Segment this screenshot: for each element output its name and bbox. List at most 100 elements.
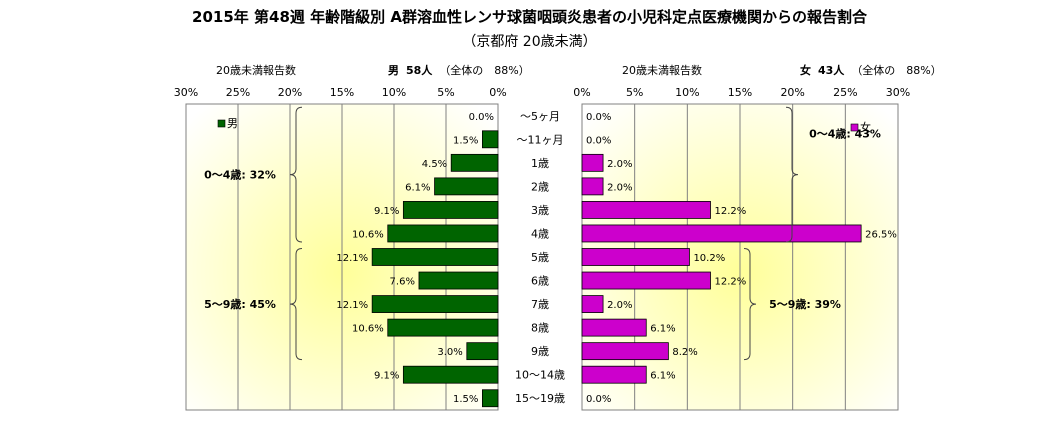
x-tick-label-left: 25% (226, 86, 250, 99)
x-tick-label-left: 20% (278, 86, 302, 99)
left-age-brace (289, 248, 303, 361)
category-label: 2歳 (531, 180, 549, 193)
right-age-brace (785, 106, 799, 243)
left-age-group-label: 5～9歳: 45% (204, 297, 276, 311)
left-header-share: （全体の 88%） (439, 64, 530, 77)
male-bar (418, 271, 499, 290)
legend-swatch-male (217, 119, 226, 128)
right-header-group: 女 (800, 64, 811, 77)
female-value-label: 6.1% (650, 324, 675, 335)
female-bar (581, 295, 604, 313)
x-tick-label-right: 10% (675, 86, 699, 99)
category-label: 6歳 (531, 275, 549, 288)
male-value-label: 6.1% (405, 182, 430, 193)
female-bar (581, 342, 669, 361)
female-bar (581, 224, 862, 243)
male-value-label: 4.5% (422, 159, 447, 170)
male-bar (402, 365, 499, 384)
male-value-label: 1.5% (453, 394, 478, 405)
x-tick-label-left: 30% (174, 86, 198, 99)
female-bar (581, 177, 604, 196)
female-value-label: 12.2% (715, 277, 747, 288)
female-value-label: 12.2% (715, 206, 747, 217)
left-age-group-label: 0～4歳: 32% (204, 168, 276, 182)
female-bar (581, 365, 647, 384)
right-header-caption: 20歳未満報告数 (622, 64, 702, 77)
female-value-label: 26.5% (865, 229, 897, 240)
male-bar (466, 342, 499, 361)
category-label: ～11ヶ月 (517, 133, 564, 146)
male-value-label: 0.0% (469, 112, 494, 123)
male-value-label: 10.6% (352, 229, 384, 240)
male-bar (450, 153, 499, 172)
male-bar (371, 248, 499, 266)
male-value-label: 12.1% (336, 300, 368, 311)
male-bar (434, 177, 499, 196)
male-bar (402, 201, 499, 219)
female-value-label: 0.0% (586, 135, 611, 146)
x-tick-label-left: 0% (489, 86, 506, 99)
right-age-brace (743, 248, 757, 361)
male-bar (387, 318, 499, 337)
x-tick-label-left: 5% (437, 86, 454, 99)
x-tick-label-right: 25% (833, 86, 857, 99)
category-label: 8歳 (531, 322, 549, 335)
female-value-label: 8.2% (672, 347, 697, 358)
female-bar (581, 153, 604, 172)
female-value-label: 2.0% (607, 300, 632, 311)
chart-subtitle: （京都府 20歳未満） (462, 34, 597, 50)
male-value-label: 9.1% (374, 371, 399, 382)
left-header-group: 男 (388, 64, 399, 77)
right-age-group-label: 5～9歳: 39% (769, 297, 841, 311)
female-bar (581, 318, 647, 337)
male-value-label: 7.6% (390, 277, 415, 288)
right-age-group-label: 0～4歳: 43% (809, 126, 881, 140)
female-bar (581, 271, 711, 290)
category-label: 5歳 (531, 251, 549, 264)
female-bar (581, 201, 711, 219)
right-header-number: 43人 (818, 64, 845, 77)
x-tick-label-right: 20% (780, 86, 804, 99)
female-value-label: 2.0% (607, 159, 632, 170)
x-tick-label-right: 0% (573, 86, 590, 99)
category-label: 15～19歳 (515, 392, 565, 405)
female-value-label: 10.2% (693, 253, 725, 264)
female-bar (581, 248, 690, 266)
male-bar (481, 130, 499, 149)
male-value-label: 3.0% (437, 347, 462, 358)
x-tick-label-right: 15% (728, 86, 752, 99)
left-header-number: 58人 (406, 64, 433, 77)
male-value-label: 10.6% (352, 324, 384, 335)
category-label: 4歳 (531, 227, 549, 240)
chart-title: 2015年 第48週 年齢階級別 A群溶血性レンサ球菌咽頭炎患者の小児科定点医療… (192, 8, 867, 26)
female-value-label: 0.0% (586, 112, 611, 123)
left-header-caption: 20歳未満報告数 (216, 64, 296, 77)
legend-label-female: 女 (860, 120, 871, 134)
female-value-label: 2.0% (607, 182, 632, 193)
legend-label-male: 男 (227, 117, 238, 130)
legend-swatch-female (850, 123, 859, 132)
category-label: 10～14歳 (515, 369, 565, 382)
x-tick-label-right: 5% (626, 86, 643, 99)
male-value-label: 9.1% (374, 206, 399, 217)
male-value-label: 12.1% (336, 253, 368, 264)
category-label: 3歳 (531, 204, 549, 217)
x-tick-label-left: 15% (330, 86, 354, 99)
male-bar (371, 295, 499, 313)
category-label: 1歳 (531, 157, 549, 170)
right-header-share: （全体の 88%） (851, 64, 942, 77)
male-bar (481, 389, 499, 408)
x-tick-label-right: 30% (886, 86, 910, 99)
male-bar (387, 224, 499, 243)
male-value-label: 1.5% (453, 135, 478, 146)
left-header-count: 男 58人 （全体の 88%） (388, 62, 530, 78)
female-value-label: 6.1% (650, 371, 675, 382)
x-tick-label-left: 10% (382, 86, 406, 99)
female-value-label: 0.0% (586, 394, 611, 405)
category-label: 9歳 (531, 345, 549, 358)
category-label: ～5ヶ月 (520, 110, 560, 123)
right-header-count: 女 43人 （全体の 88%） (800, 62, 942, 78)
left-age-brace (289, 106, 303, 243)
category-label: 7歳 (531, 298, 549, 311)
